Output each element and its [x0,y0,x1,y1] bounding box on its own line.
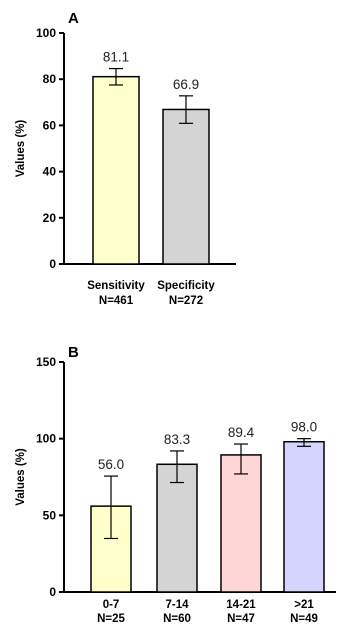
panel-a-y-tick-label: 100 [36,26,56,40]
panel-b-data-label: 83.3 [164,432,190,447]
panel-a-letter: A [68,10,79,27]
panel-b-y-tick-label: 50 [43,508,57,522]
panel-a-data-label: 81.1 [103,50,129,65]
panel-b-data-label: 56.0 [98,457,124,472]
panel-b-category-label: >21 [294,599,314,611]
panel-a-y-tick-label: 60 [43,118,57,132]
panel-b-y-axis-title: Values (%) [15,448,27,506]
panel-a-y-tick-label: 20 [43,211,57,225]
panel-a-bar [92,75,140,265]
panel-b-category-label: 14-21 [226,599,256,611]
panel-b-category-label: 0-7 [103,599,120,611]
panel-b-letter: B [68,344,79,361]
panel-a-category-label: Sensitivity [87,280,145,292]
panel-b: B 0 50 100 150 Values (%) 56.0 0-7 N=25 83.3 7-14 N… [15,344,336,625]
panel-a: A 0 20 40 60 80 100 Values (%) 81.1 Sensitivity N=… [15,10,236,307]
panel-b-data-label: 98.0 [291,420,317,435]
panel-b-category-count: N=25 [97,613,125,625]
panel-b-bar [156,463,198,593]
panel-b-data-label: 89.4 [228,425,255,440]
panel-a-y-tick-label: 40 [43,165,57,179]
panel-a-data-label: 66.9 [173,77,199,92]
panel-a-bar [162,108,210,265]
panel-b-category-count: N=47 [227,613,255,625]
panel-b-bar [283,440,325,593]
panel-b-bar [220,454,262,593]
panel-a-category-label: Specificity [157,280,215,292]
panel-a-y-tick-label: 0 [49,257,56,271]
panel-a-y-tick-label: 80 [43,72,57,86]
panel-b-category-label: 7-14 [165,599,189,611]
panel-b-category-count: N=49 [290,613,318,625]
panel-b-y-tick-label: 100 [36,432,56,446]
panel-b-y-tick-label: 0 [49,585,56,599]
panel-a-category-count: N=272 [169,295,203,307]
panel-a-y-axis-title: Values (%) [15,120,27,178]
panel-b-category-count: N=60 [163,613,191,625]
panel-a-category-count: N=461 [99,295,134,307]
panel-b-y-tick-label: 150 [36,355,56,369]
